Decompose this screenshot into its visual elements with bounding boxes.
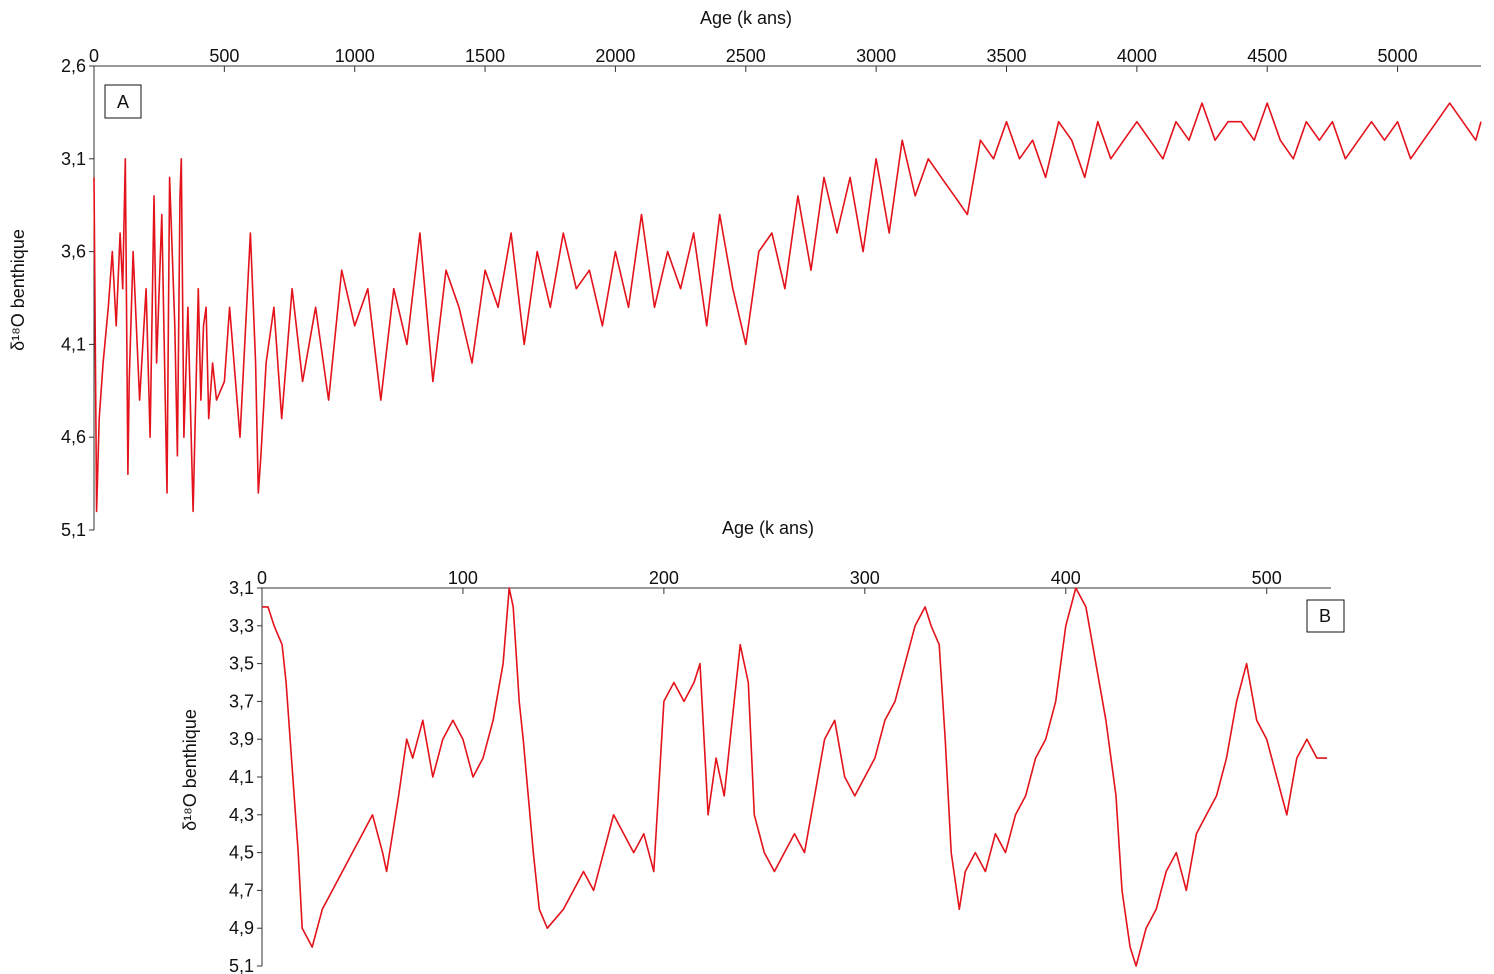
y-tick-label: 3,6 [61, 242, 86, 262]
x-tick-label: 1000 [335, 46, 375, 66]
x-tick-label: 2500 [726, 46, 766, 66]
y-tick-label: 3,5 [229, 654, 254, 674]
panel-b-chart: Age (k ans) δ¹⁸O benthique 0 100 200 300 400… [180, 518, 1345, 974]
y-tick-label: 5,1 [61, 520, 86, 540]
panel-a-y-axis-label: δ¹⁸O benthique [8, 229, 28, 351]
panel-a-label-box [104, 84, 142, 119]
y-tick-label: 4,5 [229, 843, 254, 863]
x-tick-label: 200 [649, 568, 679, 588]
panel-a-y-ticks: 2,6 3,1 3,6 4,1 4,6 5,1 [61, 56, 94, 540]
y-tick-label: 3,1 [229, 578, 254, 598]
y-tick-label: 4,1 [61, 334, 86, 354]
x-tick-label: 4000 [1117, 46, 1157, 66]
y-tick-label: 3,7 [229, 691, 254, 711]
y-tick-label: 4,7 [229, 880, 254, 900]
panel-b-label: B [1319, 606, 1331, 626]
panel-a-x-ticks: 0 500 1000 1500 2000 2500 3000 3500 4000 4500 5000 [89, 46, 1418, 72]
panel-b-y-ticks: 3,1 3,3 3,5 3,7 3,9 4,1 4,3 4,5 4,7 4,9 5,1 [229, 578, 262, 974]
x-tick-label: 400 [1051, 568, 1081, 588]
y-tick-label: 3,1 [61, 149, 86, 169]
panel-a-x-axis-label: Age (k ans) [700, 8, 792, 28]
x-tick-label: 1500 [465, 46, 505, 66]
y-tick-label: 4,6 [61, 427, 86, 447]
x-tick-label: 5000 [1378, 46, 1418, 66]
panel-b-y-axis-label: δ¹⁸O benthique [180, 709, 200, 831]
y-tick-label: 4,3 [229, 805, 254, 825]
x-tick-label: 3500 [986, 46, 1026, 66]
panel-a-label: A [117, 92, 129, 112]
x-tick-label: 100 [448, 568, 478, 588]
panel-a-series-line [93, 102, 1482, 513]
y-tick-label: 3,3 [229, 616, 254, 636]
y-tick-label: 4,9 [229, 918, 254, 938]
panel-a-chart: Age (k ans) δ¹⁸O benthique 0 500 1000 1500 2… [8, 8, 1482, 540]
y-tick-label: 2,6 [61, 56, 86, 76]
x-tick-label: 2000 [595, 46, 635, 66]
y-tick-label: 5,1 [229, 956, 254, 974]
x-tick-label: 500 [1252, 568, 1282, 588]
panel-b-series-line [262, 587, 1327, 967]
x-tick-label: 0 [257, 568, 267, 588]
y-tick-label: 4,1 [229, 767, 254, 787]
y-tick-label: 3,9 [229, 729, 254, 749]
panel-b-label-box [1306, 599, 1345, 633]
x-tick-label: 3000 [856, 46, 896, 66]
x-tick-label: 300 [850, 568, 880, 588]
x-tick-label: 4500 [1247, 46, 1287, 66]
x-tick-label: 0 [89, 46, 99, 66]
panel-b-x-ticks: 0 100 200 300 400 500 [257, 568, 1282, 594]
x-tick-label: 500 [209, 46, 239, 66]
panel-b-x-axis-label: Age (k ans) [722, 518, 814, 538]
